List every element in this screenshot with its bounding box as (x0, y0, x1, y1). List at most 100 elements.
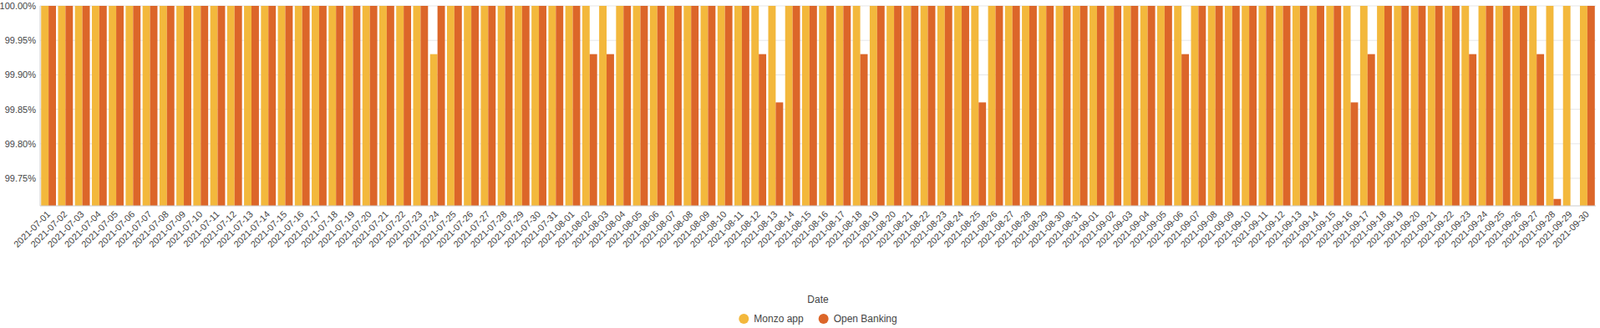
bar (260, 5, 269, 206)
bar (150, 5, 158, 206)
bar (116, 5, 124, 206)
bar (108, 5, 117, 206)
legend-marker (818, 313, 829, 324)
bar (463, 5, 472, 206)
y-tick-label: 99.90% (5, 69, 37, 80)
bar (505, 5, 514, 206)
bar (1309, 5, 1317, 206)
bar (548, 5, 556, 206)
bar (1417, 5, 1426, 206)
bar (860, 54, 869, 206)
bar (1519, 5, 1528, 206)
bar (386, 5, 395, 206)
bar (1461, 5, 1469, 206)
bar (978, 101, 986, 206)
bar (278, 5, 286, 206)
bar (1056, 5, 1064, 206)
bar (717, 5, 726, 206)
bar (1215, 5, 1224, 206)
bar (48, 5, 56, 206)
bar (961, 5, 970, 206)
bar (657, 5, 666, 206)
bar (1130, 5, 1138, 206)
bar (1435, 5, 1443, 206)
bar (599, 5, 607, 206)
bar (65, 5, 73, 206)
bar (497, 5, 506, 206)
bar (1485, 5, 1494, 206)
bar (1545, 5, 1554, 206)
bar (615, 5, 624, 206)
bar (99, 5, 107, 206)
bar (183, 5, 192, 206)
bar (268, 5, 276, 206)
bar (826, 5, 834, 206)
bar (294, 5, 303, 206)
bar (1579, 5, 1588, 206)
bar (893, 5, 902, 206)
bar (1089, 5, 1098, 206)
bar (623, 5, 631, 206)
bar (1292, 5, 1301, 206)
bar (1283, 5, 1291, 206)
bar (565, 5, 574, 206)
bar (446, 5, 455, 206)
bar (328, 5, 336, 206)
bar (835, 5, 844, 206)
bar (633, 5, 641, 206)
bar (606, 54, 615, 206)
bar (674, 5, 682, 206)
bar (1495, 5, 1504, 206)
bar (707, 5, 716, 206)
bar (869, 5, 878, 206)
bar (1198, 5, 1206, 206)
bar (1147, 5, 1156, 206)
bar (944, 5, 953, 206)
bar (1164, 5, 1173, 206)
bar (1587, 5, 1595, 206)
bar (666, 5, 675, 206)
bar (487, 5, 496, 206)
bar (1367, 54, 1376, 206)
bar (573, 5, 581, 206)
bar (167, 5, 175, 206)
bar (471, 5, 479, 206)
bar (1005, 5, 1013, 206)
bar (928, 5, 936, 206)
bar (1072, 5, 1081, 206)
bar (937, 5, 945, 206)
bar (1393, 5, 1402, 206)
bar (1265, 5, 1274, 206)
bar (802, 5, 810, 206)
bar (200, 5, 209, 206)
bar (319, 5, 327, 206)
y-tick-label: 99.85% (5, 104, 37, 115)
bar (210, 5, 219, 206)
bar (142, 5, 151, 206)
y-axis-line (40, 5, 41, 206)
bar (1123, 5, 1132, 206)
x-axis-title: Date (807, 293, 829, 305)
bar (251, 5, 260, 206)
bar (910, 5, 919, 206)
bar (193, 5, 201, 206)
bar (1528, 5, 1537, 206)
y-tick-label: 99.75% (5, 172, 37, 183)
bar (1113, 5, 1122, 206)
bar (818, 5, 827, 206)
bar (1224, 5, 1233, 206)
bar (437, 5, 446, 206)
bar (1351, 101, 1359, 206)
bar (767, 5, 776, 206)
bar (1325, 5, 1334, 206)
bar (1333, 5, 1341, 206)
bar (920, 5, 929, 206)
bar (1046, 5, 1054, 206)
bar (1300, 5, 1308, 206)
bar (809, 5, 818, 206)
bar (843, 5, 851, 206)
bar (125, 5, 133, 206)
bar (379, 5, 387, 206)
bar (886, 5, 894, 206)
bar (853, 5, 861, 206)
